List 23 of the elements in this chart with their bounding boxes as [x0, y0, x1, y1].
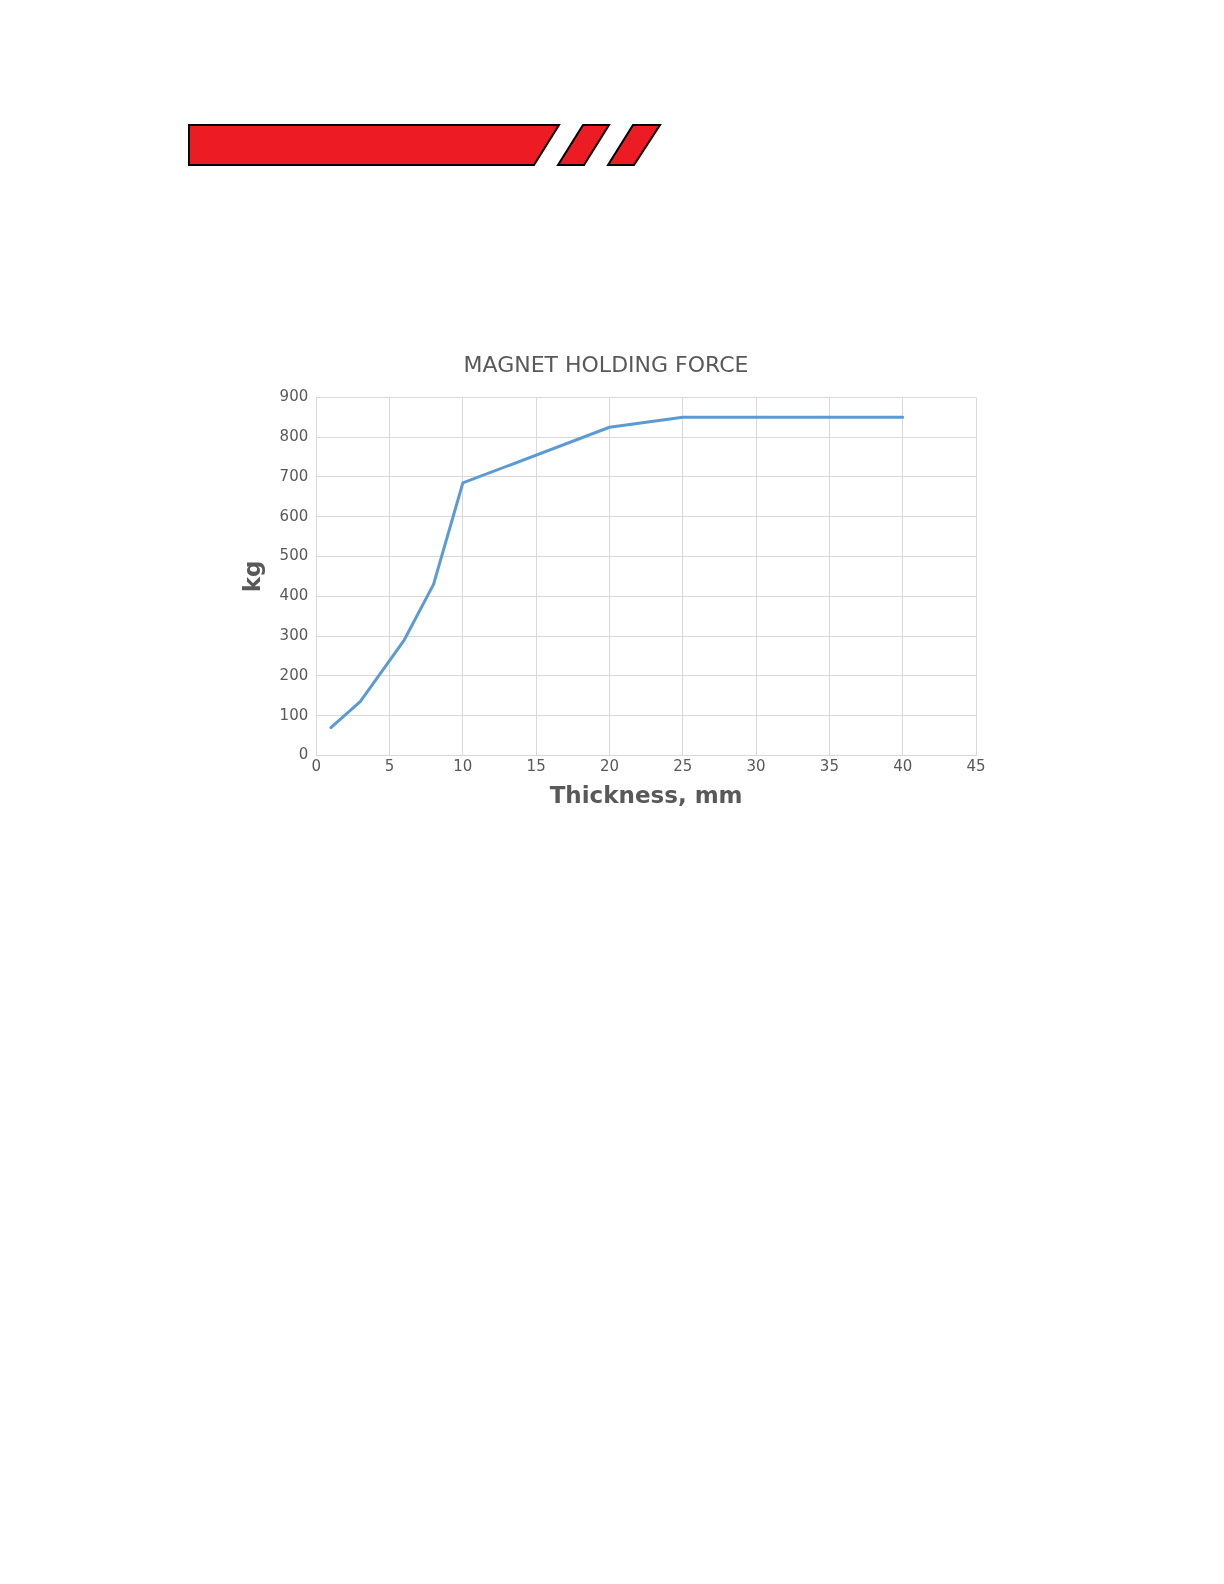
y-tick-label: 200: [279, 665, 309, 684]
chart-title: MAGNET HOLDING FORCE: [463, 351, 749, 377]
y-tick-label: 300: [279, 625, 309, 644]
x-tick-label: 15: [526, 757, 546, 776]
x-tick-label: 5: [384, 757, 395, 776]
y-tick-label: 600: [279, 506, 309, 525]
x-tick-label: 35: [819, 757, 839, 776]
x-tick-label: 0: [311, 757, 321, 776]
x-axis-title: Thickness, mm: [549, 782, 743, 809]
x-tick-label: 45: [966, 757, 986, 776]
x-tick-label: 30: [746, 757, 766, 776]
y-tick-label: 800: [279, 427, 309, 446]
x-tick-label: 40: [893, 757, 913, 776]
x-tick-label: 10: [453, 757, 473, 776]
y-tick-label: 700: [279, 466, 309, 485]
x-tick-label: 20: [599, 757, 620, 776]
y-tick-label: 500: [279, 546, 309, 565]
y-tick-label: 100: [279, 705, 309, 724]
y-axis-title: kg: [238, 560, 265, 593]
y-tick-label: 0: [298, 745, 309, 764]
y-tick-label: 400: [279, 586, 309, 605]
x-tick-label: 25: [673, 757, 693, 776]
y-tick-label: 900: [279, 387, 309, 406]
